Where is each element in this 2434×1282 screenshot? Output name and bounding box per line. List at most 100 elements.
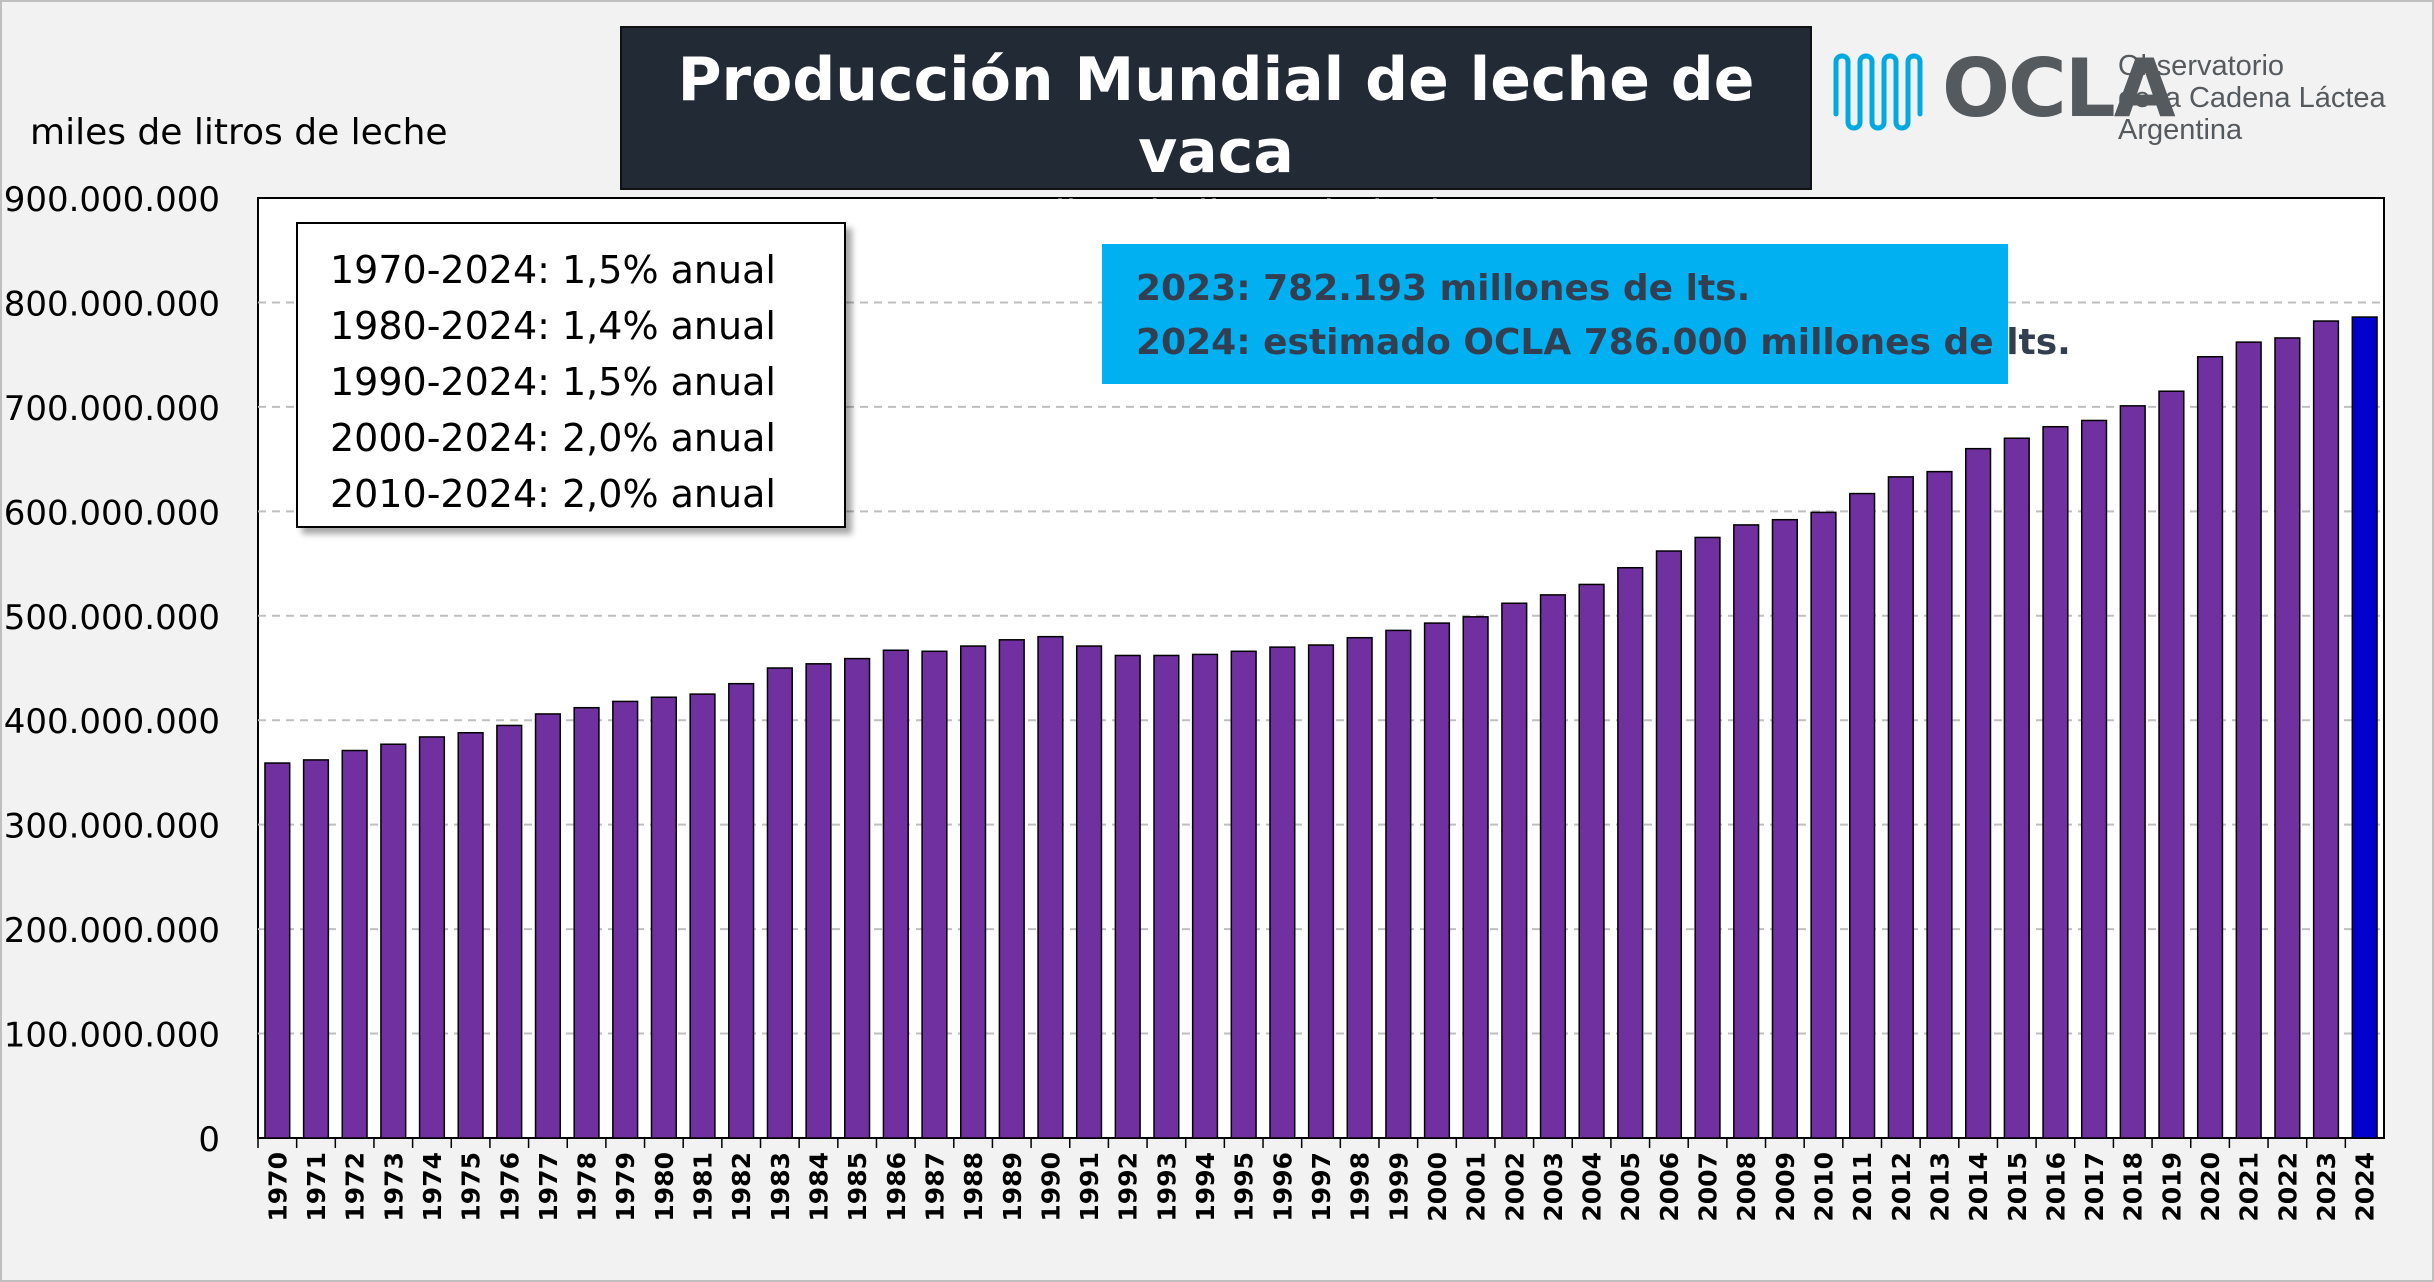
x-tick-label: 2003 <box>1539 1152 1568 1222</box>
bar-2007 <box>1694 536 1721 1139</box>
x-tick-label: 1996 <box>1268 1152 1297 1222</box>
x-tick-label: 1999 <box>1384 1152 1413 1222</box>
bar-2011 <box>1849 492 1876 1139</box>
bar-1978 <box>573 706 600 1139</box>
x-tick-label: 1986 <box>882 1152 911 1222</box>
bar-2002 <box>1501 602 1528 1139</box>
bar-1970 <box>264 762 291 1139</box>
ocla-logo: OCLA Observatorio de la Cadena Láctea Ar… <box>1830 44 2390 154</box>
x-tick-label: 1988 <box>959 1152 988 1222</box>
y-tick-label: 500.000.000 <box>4 598 220 638</box>
y-tick-label: 400.000.000 <box>4 702 220 742</box>
x-tick-label: 1974 <box>418 1152 447 1222</box>
note-line-2023: 2023: 782.193 millones de lts. <box>1136 268 1751 309</box>
bar-1979 <box>612 700 639 1139</box>
x-tick-label: 2019 <box>2157 1152 2186 1222</box>
x-tick-label: 2024 <box>2351 1152 2380 1222</box>
logo-wordmark: OCLA <box>1942 42 2176 135</box>
x-tick-label: 2013 <box>1925 1152 1954 1222</box>
x-tick-label: 1979 <box>611 1152 640 1222</box>
x-tick-label: 2006 <box>1655 1152 1684 1222</box>
x-tick-label: 1972 <box>341 1152 370 1222</box>
x-tick-label: 1984 <box>804 1152 833 1222</box>
x-tick-label: 1997 <box>1307 1152 1336 1222</box>
x-tick-label: 2016 <box>2041 1152 2070 1222</box>
growth-rate-line: 2000-2024: 2,0% anual <box>330 416 776 460</box>
note-line-2024: 2024: estimado OCLA 786.000 millones de … <box>1136 322 2071 363</box>
x-tick-label: 1989 <box>998 1152 1027 1222</box>
chart-subtitle: - en miles de litros de leche - <box>925 193 1507 239</box>
bar-2012 <box>1887 476 1914 1139</box>
bar-2019 <box>2158 390 2185 1139</box>
x-tick-label: 2020 <box>2196 1152 2225 1222</box>
x-tick-label: 1983 <box>766 1152 795 1222</box>
x-tick-label: 2018 <box>2119 1152 2148 1222</box>
x-tick-label: 1976 <box>495 1152 524 1222</box>
bar-2013 <box>1926 470 1953 1139</box>
growth-rate-line: 1990-2024: 1,5% anual <box>330 360 776 404</box>
bar-2017 <box>2080 419 2108 1139</box>
x-tick-label: 1975 <box>457 1152 486 1222</box>
bar-2014 <box>1965 447 1992 1139</box>
x-tick-label: 2022 <box>2273 1152 2302 1222</box>
logo-caption-line1: Observatorio <box>2118 50 2285 82</box>
x-tick-label: 2008 <box>1732 1152 1761 1222</box>
wave-icon <box>1833 53 1923 131</box>
bar-1997 <box>1307 644 1335 1139</box>
bar-1977 <box>534 713 562 1139</box>
chart-title: Producción Mundial de leche de vaca <box>677 45 1755 187</box>
bar-2021 <box>2235 341 2262 1139</box>
x-tick-label: 2015 <box>2003 1152 2032 1222</box>
bar-2003 <box>1539 594 1567 1139</box>
bar-1984 <box>805 663 832 1139</box>
x-tick-label: 1978 <box>573 1152 602 1222</box>
bar-1992 <box>1114 654 1141 1139</box>
bar-2008 <box>1733 524 1760 1139</box>
bar-2024 <box>2351 316 2378 1139</box>
x-tick-label: 1981 <box>689 1152 718 1222</box>
x-tick-label: 1982 <box>727 1152 756 1222</box>
bar-2009 <box>1771 518 1798 1139</box>
logo-caption-line2: de la Cadena Láctea <box>2118 82 2386 114</box>
bar-1981 <box>689 693 716 1139</box>
y-tick-label: 700.000.000 <box>4 389 220 429</box>
bar-1982 <box>728 682 755 1139</box>
bar-1973 <box>380 743 407 1139</box>
logo-caption-line3: Argentina <box>2118 114 2243 146</box>
x-tick-label: 1995 <box>1230 1152 1259 1222</box>
bar-2000 <box>1423 622 1451 1139</box>
bar-1987 <box>921 650 948 1139</box>
bar-1976 <box>496 724 523 1139</box>
bars <box>264 316 2378 1139</box>
x-tick-label: 2004 <box>1578 1152 1607 1222</box>
x-tick-label: 1992 <box>1114 1152 1143 1222</box>
x-axis-ticks: 1970 1971 1972 1973 1974 1975 1976 1977 1978 1979… <box>257 1138 2380 1222</box>
bar-2001 <box>1462 616 1489 1139</box>
growth-rate-line: 2010-2024: 2,0% anual <box>330 472 776 516</box>
bar-1991 <box>1075 645 1103 1139</box>
bar-2010 <box>1810 511 1837 1139</box>
bar-2004 <box>1578 583 1605 1139</box>
y-tick-label: 300.000.000 <box>4 807 220 847</box>
bar-1989 <box>998 639 1025 1139</box>
bar-2020 <box>2196 356 2224 1139</box>
y-tick-label: 0 <box>198 1120 220 1160</box>
y-axis-label: miles de litros de leche <box>30 112 448 153</box>
bar-2006 <box>1655 550 1683 1139</box>
x-tick-label: 2021 <box>2235 1152 2264 1222</box>
bar-1971 <box>302 759 330 1139</box>
x-tick-label: 2012 <box>1887 1152 1916 1222</box>
bar-2023 <box>2312 320 2340 1139</box>
x-tick-label: 1990 <box>1036 1152 1065 1222</box>
bar-1996 <box>1269 646 1296 1139</box>
growth-rate-line: 1980-2024: 1,4% anual <box>330 304 776 348</box>
x-tick-label: 1980 <box>650 1152 679 1222</box>
x-tick-label: 2023 <box>2312 1152 2341 1222</box>
title-box: Producción Mundial de leche de vaca - en… <box>620 26 1812 239</box>
x-tick-label: 1991 <box>1075 1152 1104 1222</box>
x-tick-label: 2011 <box>1848 1152 1877 1222</box>
y-axis-ticks: 0 100.000.000 200.000.000 300.000.000 400.00… <box>4 180 220 1160</box>
bar-1988 <box>959 645 987 1139</box>
bar-1999 <box>1385 629 1412 1139</box>
bar-1983 <box>766 667 793 1139</box>
